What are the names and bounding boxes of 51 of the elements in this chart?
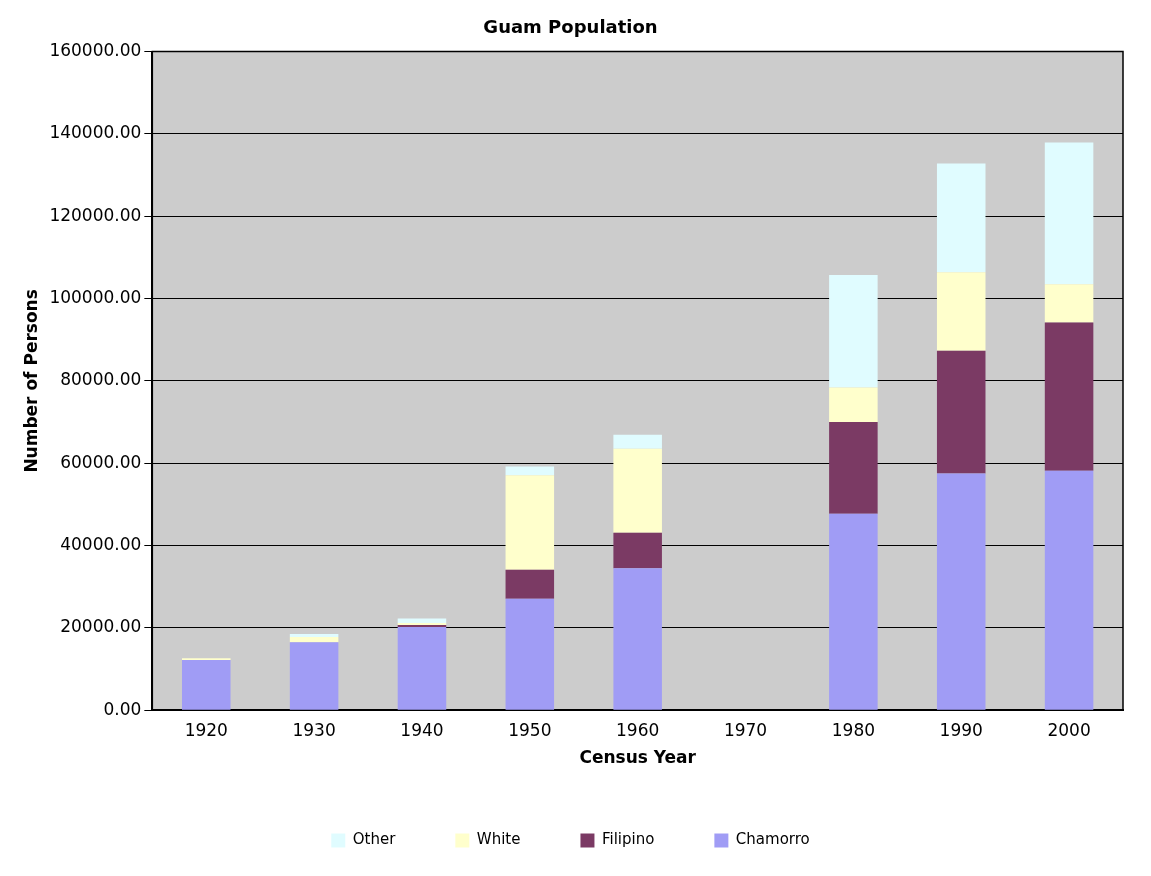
bar: [936, 473, 986, 710]
bar: [829, 422, 878, 514]
bar: [289, 642, 339, 710]
bar: [505, 466, 555, 476]
y-tick-label: 160000.00: [49, 40, 142, 61]
bar: [613, 568, 662, 710]
bar: [613, 434, 662, 449]
bar: [829, 275, 878, 388]
legend-label: Filipino: [601, 830, 655, 849]
legend-label: Other: [352, 830, 397, 849]
x-tick-label: 1990: [939, 719, 983, 740]
bar: [1044, 142, 1094, 285]
bar: [936, 272, 986, 351]
bar: [397, 627, 447, 710]
x-tick-label: 1960: [616, 719, 660, 740]
x-tick-label: 1940: [400, 719, 444, 740]
bar: [289, 634, 339, 637]
x-tick-label: 1920: [184, 719, 228, 740]
bar: [505, 598, 555, 710]
bar: [936, 350, 986, 474]
bar: [1044, 470, 1094, 710]
bar: [936, 163, 986, 273]
y-tick-label: 100000.00: [49, 287, 142, 307]
x-axis-title: Census Year: [579, 747, 697, 768]
bar: [829, 513, 878, 710]
legend-label: Chamorro: [735, 830, 810, 849]
bar: [505, 475, 555, 570]
bar: [289, 636, 339, 643]
x-tick-label: 1950: [508, 719, 552, 740]
y-tick-label: 80000.00: [60, 369, 142, 390]
y-tick-label: 120000.00: [49, 204, 142, 225]
x-tick-label: 1930: [292, 719, 336, 740]
y-tick-label: 40000.00: [60, 533, 142, 554]
y-tick-label: 20000.00: [60, 616, 142, 637]
x-tick-label: 1970: [723, 719, 768, 740]
y-tick-label: 140000.00: [49, 122, 142, 143]
bar: [1044, 284, 1094, 323]
legend-label: White: [476, 830, 521, 849]
x-tick-label: 2000: [1047, 719, 1091, 740]
y-axis-title: Number of Persons: [20, 289, 41, 473]
bar: [181, 659, 231, 710]
bar: [505, 569, 555, 599]
y-tick-label: 60000.00: [60, 451, 142, 472]
y-tick-label: 0.00: [103, 698, 142, 719]
chart-title: Guam Population: [483, 16, 658, 38]
bar: [1044, 322, 1094, 471]
bar: [829, 387, 878, 423]
bar: [397, 618, 447, 623]
bar: [613, 448, 662, 533]
x-tick-label: 1980: [831, 719, 875, 740]
bar: [613, 532, 662, 569]
